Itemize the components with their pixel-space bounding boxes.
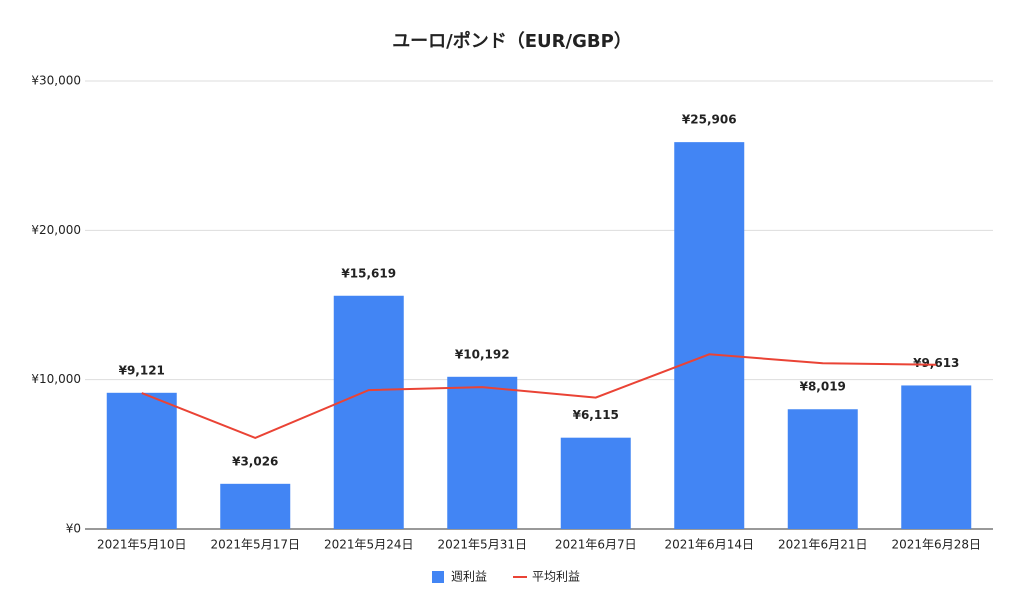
x-tick-label: 2021年5月31日 (438, 538, 527, 552)
x-tick-label: 2021年6月21日 (778, 538, 867, 552)
data-label: ¥9,121 (119, 363, 165, 377)
bar (560, 437, 631, 529)
bar (787, 409, 858, 529)
legend-label: 平均利益 (532, 570, 580, 584)
x-tick-label: 2021年6月14日 (665, 538, 754, 552)
y-tick-label: ¥10,000 (31, 372, 81, 386)
chart-title: ユーロ/ポンド（EUR/GBP） (392, 30, 632, 52)
bar (901, 385, 972, 529)
bar (447, 376, 518, 529)
x-tick-label: 2021年5月17日 (211, 538, 300, 552)
x-tick-label: 2021年5月10日 (97, 538, 186, 552)
x-tick-label: 2021年6月28日 (892, 538, 981, 552)
y-tick-label: ¥0 (66, 522, 81, 536)
bar (674, 142, 745, 529)
data-label: ¥15,619 (341, 266, 396, 280)
legend-label: 週利益 (451, 570, 487, 584)
bar (220, 483, 291, 529)
line (141, 353, 937, 439)
legend-swatch (432, 571, 444, 583)
bar (106, 392, 177, 529)
data-label: ¥10,192 (455, 347, 510, 361)
y-tick-label: ¥30,000 (31, 74, 81, 88)
data-label: ¥3,026 (232, 454, 278, 468)
data-label: ¥8,019 (800, 380, 846, 394)
data-label: ¥25,906 (682, 113, 737, 127)
data-label: ¥9,613 (913, 356, 959, 370)
data-label: ¥6,115 (573, 408, 619, 422)
y-tick-label: ¥20,000 (31, 223, 81, 237)
bar (333, 295, 404, 529)
x-tick-label: 2021年6月7日 (555, 538, 637, 552)
x-tick-label: 2021年5月24日 (324, 538, 413, 552)
